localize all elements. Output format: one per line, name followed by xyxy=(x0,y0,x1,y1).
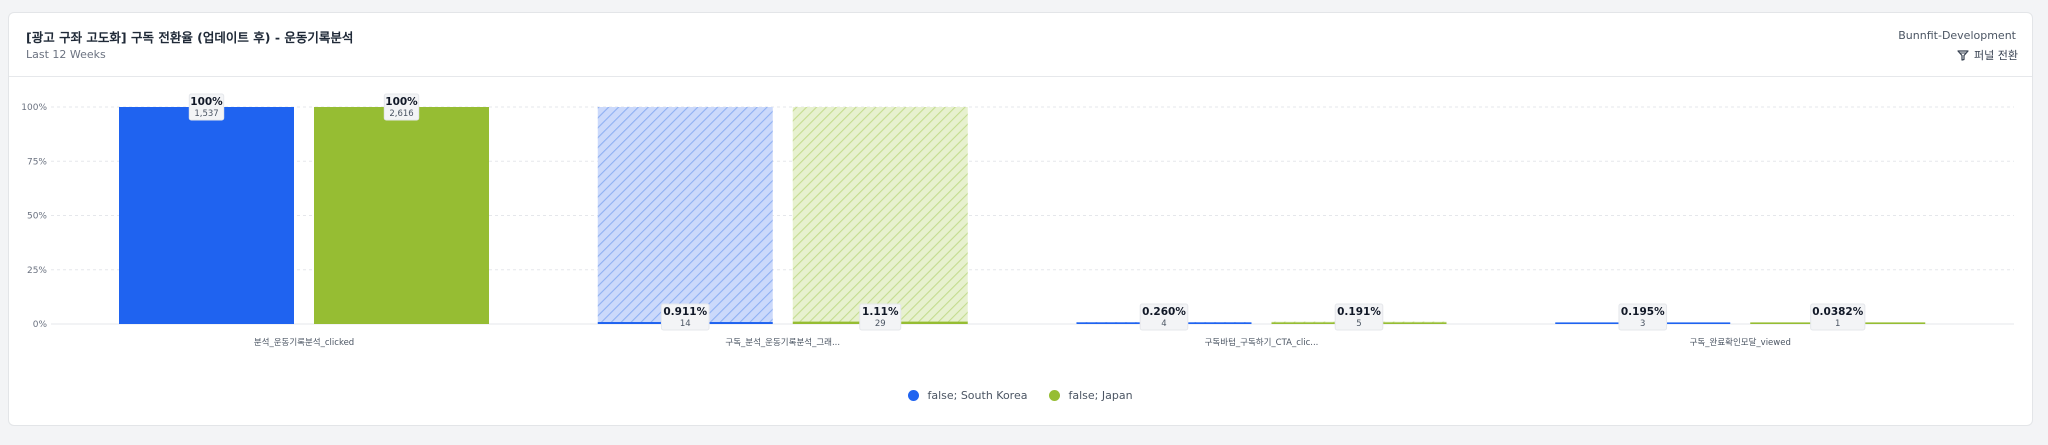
data-label-box xyxy=(660,303,710,331)
data-label-count: 5 xyxy=(1356,319,1361,329)
x-category-label: 구독_완료확인모달_viewed xyxy=(1690,337,1791,348)
funnel-conversion-label: 퍼널 전환 xyxy=(1974,49,2018,62)
data-labels: 100%1,537100%2,616분석_운동기록분석_clicked0.911… xyxy=(188,93,1866,348)
y-tick-label: 75% xyxy=(27,157,47,167)
y-tick-label: 50% xyxy=(27,212,47,222)
data-label-box xyxy=(1139,303,1189,331)
bars xyxy=(119,107,1926,324)
data-label-count: 29 xyxy=(875,319,886,329)
x-category-label: 구독_분석_운동기록분석_그래... xyxy=(725,337,840,348)
data-label-count: 3 xyxy=(1640,319,1645,329)
chart-header: [광고 구좌 고도화] 구독 전환율 (업데이트 후) - 운동기록분석 Las… xyxy=(9,13,2032,77)
x-category-label: 분석_운동기록분석_clicked xyxy=(254,337,354,348)
data-label-count: 2,616 xyxy=(389,109,413,119)
x-category-label: 구독바텀_구독하기_CTA_clic... xyxy=(1205,337,1319,348)
dropoff-area[interactable] xyxy=(792,107,968,322)
data-label-percent: 0.195% xyxy=(1621,306,1665,318)
legend-label-japan: false; Japan xyxy=(1068,389,1133,402)
data-label-percent: 1.11% xyxy=(862,306,899,318)
project-name: Bunnfit-Development xyxy=(1898,29,2016,42)
chart-card: [광고 구좌 고도화] 구독 전환율 (업데이트 후) - 운동기록분석 Las… xyxy=(8,12,2033,426)
data-label-box xyxy=(1810,303,1866,331)
data-label-percent: 100% xyxy=(385,96,418,108)
data-label-percent: 100% xyxy=(190,96,223,108)
bar[interactable] xyxy=(314,107,489,324)
data-label-percent: 0.911% xyxy=(663,306,707,318)
data-label-box xyxy=(383,93,420,121)
data-label-box xyxy=(859,303,902,331)
date-range-label: Last 12 Weeks xyxy=(26,48,106,61)
legend: false; South Korea false; Japan xyxy=(9,389,2032,402)
data-label-count: 1,537 xyxy=(194,109,218,119)
funnel-icon xyxy=(1957,49,1969,61)
data-label-box xyxy=(1618,303,1668,331)
data-label-box xyxy=(1334,303,1384,331)
data-label-percent: 0.0382% xyxy=(1812,306,1864,318)
bar[interactable] xyxy=(119,107,294,324)
legend-item-south-korea[interactable]: false; South Korea xyxy=(908,389,1027,402)
y-tick-label: 100% xyxy=(21,103,47,113)
funnel-conversion-button[interactable]: 퍼널 전환 xyxy=(1957,47,2018,63)
data-label-percent: 0.260% xyxy=(1142,306,1186,318)
data-label-count: 1 xyxy=(1835,319,1840,329)
legend-label-south-korea: false; South Korea xyxy=(927,389,1028,402)
legend-item-japan[interactable]: false; Japan xyxy=(1049,389,1133,402)
y-tick-label: 0% xyxy=(33,320,48,330)
data-label-box xyxy=(188,93,225,121)
legend-swatch-japan xyxy=(1049,390,1061,401)
chart-title: [광고 구좌 고도화] 구독 전환율 (업데이트 후) - 운동기록분석 xyxy=(26,30,354,45)
data-label-count: 4 xyxy=(1161,319,1166,329)
data-label-percent: 0.191% xyxy=(1337,306,1381,318)
dropoff-area[interactable] xyxy=(597,107,773,323)
legend-swatch-south-korea xyxy=(908,390,920,401)
data-label-count: 14 xyxy=(680,319,691,329)
y-tick-label: 25% xyxy=(27,266,47,276)
bar-chart: 100%75%50%25%0% 100%1,537100%2,616분석_운동기… xyxy=(21,93,2014,348)
